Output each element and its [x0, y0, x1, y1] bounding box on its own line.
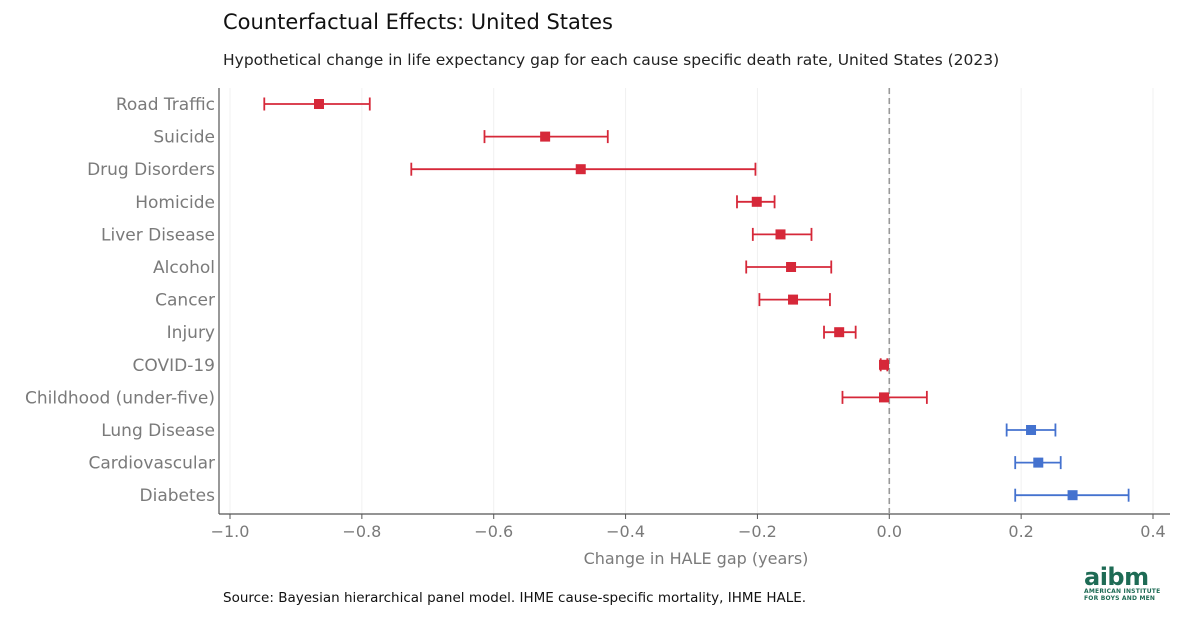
grid-layer [229, 88, 1154, 514]
x-tick-label: −1.0 [211, 522, 250, 541]
aibm-logo: aibm AMERICAN INSTITUTE FOR BOYS AND MEN [1084, 563, 1164, 602]
y-category-label: Cardiovascular [89, 454, 215, 474]
source-note: Source: Bayesian hierarchical panel mode… [223, 590, 807, 606]
y-category-label: Alcohol [153, 258, 215, 278]
y-category-label: Drug Disorders [87, 160, 215, 180]
x-tick-label: −0.8 [342, 522, 381, 541]
chart-subtitle: Hypothetical change in life expectancy g… [223, 51, 1000, 69]
axes-layer: −1.0 −0.8 −0.6 −0.4 −0.2 0.0 0.2 0.4 Road Traffi… [25, 88, 1170, 541]
y-category-label: Road Traffic [116, 95, 215, 115]
y-category-label: COVID-19 [133, 356, 215, 376]
x-tick-label: 0.0 [877, 522, 902, 541]
x-tick-label: −0.2 [738, 522, 777, 541]
point-estimate [788, 294, 799, 305]
point-estimate [1067, 490, 1078, 501]
y-category-label: Diabetes [140, 486, 216, 506]
y-category-label: Lung Disease [101, 421, 215, 441]
y-category-label: Injury [167, 323, 215, 343]
chart-title: Counterfactual Effects: United States [223, 10, 613, 34]
x-tick-label: 0.4 [1140, 522, 1165, 541]
point-estimate [786, 262, 797, 272]
y-category-label: Homicide [135, 193, 215, 213]
y-category-label: Childhood (under-five) [25, 388, 215, 408]
y-category-label: Liver Disease [101, 225, 215, 245]
point-estimate [1026, 425, 1037, 435]
y-category-label: Suicide [153, 128, 215, 148]
logo-line-1: AMERICAN INSTITUTE [1084, 588, 1161, 595]
point-estimate [314, 99, 325, 109]
point-estimate [775, 229, 786, 240]
point-estimate [834, 327, 845, 338]
x-axis-label: Change in HALE gap (years) [584, 549, 809, 568]
marks-layer [263, 88, 1130, 514]
point-estimate [1033, 457, 1044, 468]
point-estimate [751, 196, 762, 207]
y-category-label: Cancer [155, 291, 215, 311]
x-tick-label: 0.2 [1008, 522, 1033, 541]
point-estimate [879, 359, 890, 370]
logo-mark: aibm [1084, 563, 1149, 591]
point-estimate [540, 131, 551, 142]
x-tick-label: −0.6 [474, 522, 513, 541]
logo-line-2: FOR BOYS AND MEN [1084, 595, 1156, 602]
point-estimate [575, 164, 586, 175]
x-tick-label: −0.4 [606, 522, 645, 541]
point-estimate [879, 392, 890, 403]
